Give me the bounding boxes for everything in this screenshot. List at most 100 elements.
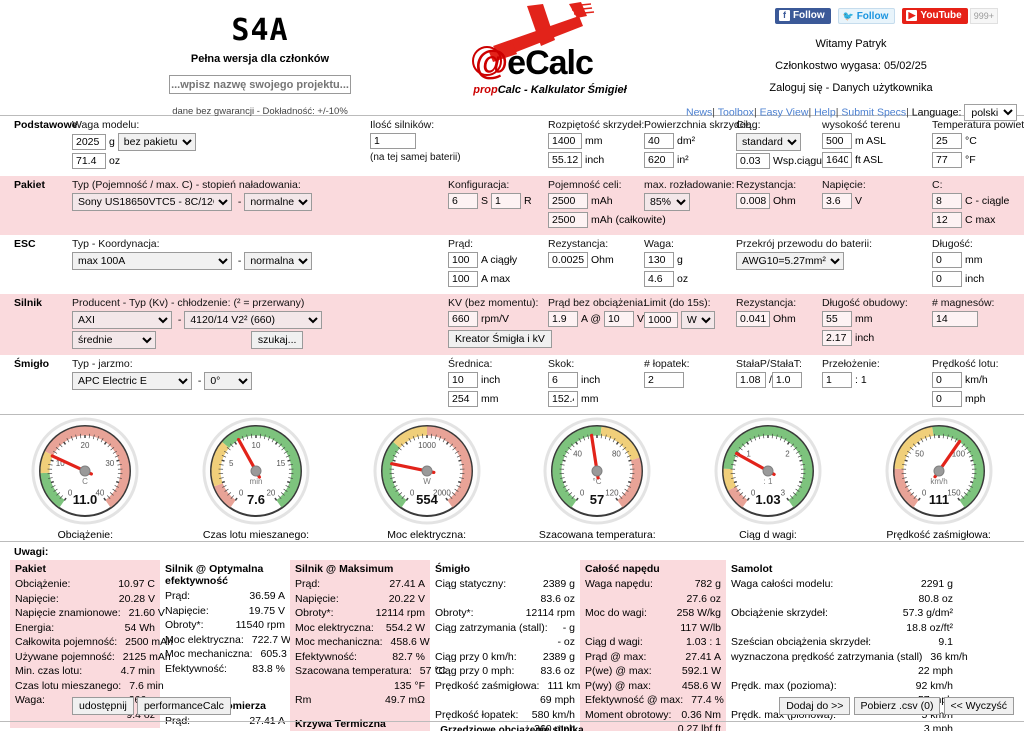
gauge-strip: 0 10 20 30 40 C 11.0 Obciążenie: 0 5 10 15 20 min 7.6 C… xyxy=(0,414,1024,542)
cell-cell-capacity: Pojemność celi: mAh mAh (całkowite) xyxy=(544,176,666,235)
prop-diameter-in-input[interactable] xyxy=(448,372,478,389)
cell-esc-weight: Waga: g oz xyxy=(640,235,732,294)
motor-poles-input[interactable] xyxy=(932,311,978,328)
results-drive-panel: Całość napędu Waga napędu: 782 g 27.6 oz Mo… xyxy=(580,560,726,731)
result-value: 9.1 xyxy=(938,636,953,648)
battery-wire-select[interactable]: AWG10=5.27mm² xyxy=(736,252,844,270)
motor-resistance-input[interactable] xyxy=(736,311,770,328)
wing-area-in-input[interactable] xyxy=(644,152,674,169)
row-motor: Silnik Producent - Typ (Kv) - chłodzenie… xyxy=(0,294,1024,355)
clear-button[interactable]: << Wyczyść xyxy=(943,697,1014,715)
nav-easy-view[interactable]: Easy View xyxy=(759,106,809,119)
model-weight-g-input[interactable] xyxy=(72,134,106,150)
motor-case-mm-input[interactable] xyxy=(822,311,852,328)
elevation-ft-input[interactable] xyxy=(822,152,852,169)
motor-count-input[interactable] xyxy=(370,133,416,150)
battery-resistance-input[interactable] xyxy=(736,193,770,210)
youtube-subscriber-count: 999+ xyxy=(969,8,998,24)
battery-charge-select[interactable]: normalne xyxy=(244,193,313,211)
battery-parallel-input[interactable] xyxy=(490,193,521,210)
prop-const-p-input[interactable] xyxy=(736,372,766,389)
drag-type-select[interactable]: standard xyxy=(736,133,801,151)
gauge-dial-thrust-weight: 0 1 2 3: 1 1.03 xyxy=(693,417,843,528)
result-row: Obroty*: 11540 rpm xyxy=(165,618,285,633)
battery-c-max-input[interactable] xyxy=(932,212,962,229)
model-weight-oz-input[interactable] xyxy=(72,153,106,170)
esc-resistance-input[interactable] xyxy=(548,252,588,269)
language-select[interactable]: polski xyxy=(964,104,1018,121)
twitter-follow-button[interactable]: 🐦 Follow xyxy=(837,8,896,24)
plane-panel-title: Samolot xyxy=(731,563,773,575)
nav-news[interactable]: News xyxy=(686,106,713,119)
nav-toolbox[interactable]: Toolbox xyxy=(717,106,754,119)
motor-search-button[interactable]: szukaj... xyxy=(250,331,304,349)
prop-pitch-in-input[interactable] xyxy=(548,372,578,389)
battery-wire-mm-input[interactable] xyxy=(932,252,962,269)
motor-noload-label: Prąd bez obciążenia: xyxy=(548,297,647,309)
result-row: Całkowita pojemność: 2500 mAh xyxy=(15,635,173,650)
motor-noload-current-input[interactable] xyxy=(548,311,578,328)
motor-noload-voltage-input[interactable] xyxy=(603,311,634,328)
battery-series-input[interactable] xyxy=(448,193,478,210)
motor-case-in-input[interactable] xyxy=(822,330,852,347)
result-value: - oz xyxy=(557,636,575,648)
battery-wire-in-input[interactable] xyxy=(932,271,962,288)
project-name-input[interactable] xyxy=(169,75,351,94)
result-key: Obciążenie: xyxy=(15,578,71,590)
download-csv-button[interactable]: Pobierz .csv (0) xyxy=(853,697,941,715)
motor-cooling-select[interactable]: średnie xyxy=(72,331,156,349)
air-temp-f-input[interactable] xyxy=(932,152,962,169)
battery-c-cont-input[interactable] xyxy=(932,193,962,210)
svg-text:30: 30 xyxy=(106,459,115,468)
add-to-button[interactable]: Dodaj do >> xyxy=(779,697,851,715)
wingspan-inch-input[interactable] xyxy=(548,152,582,169)
motor-limit-unit-select[interactable]: W xyxy=(680,311,715,329)
wingspan-mm-input[interactable] xyxy=(548,133,582,150)
cell-model-weight: Waga modelu: g bez pakietu oz xyxy=(68,116,366,176)
flight-speed-mph-input[interactable] xyxy=(932,391,962,408)
motor-limit-input[interactable] xyxy=(644,312,678,328)
prop-type-select[interactable]: APC Electric E xyxy=(72,372,192,390)
wing-area-label: Powierzchnia skrzydeł: xyxy=(644,119,751,131)
youtube-button[interactable]: ▶ YouTube xyxy=(902,8,968,24)
gear-ratio-label: Przełożenie: xyxy=(822,358,880,370)
pack-included-select[interactable]: bez pakietu xyxy=(117,133,196,151)
wing-area-dm-input[interactable] xyxy=(644,133,674,150)
battery-type-select[interactable]: Sony US18650VTC5 - 8C/12C xyxy=(72,193,232,211)
prop-pitch-mm-input[interactable] xyxy=(548,391,578,408)
login-link[interactable]: Zaloguj się - Danych użytkownika xyxy=(769,82,933,94)
prop-kv-wizard-button[interactable]: Kreator Śmigła i kV xyxy=(448,330,552,348)
performance-calc-button[interactable]: performanceCalc xyxy=(136,697,231,715)
drag-coef-input[interactable] xyxy=(736,153,770,170)
esc-current-cont-input[interactable] xyxy=(448,252,478,269)
result-key: Prędkość łopatek: xyxy=(435,708,519,721)
battery-voltage-input[interactable] xyxy=(822,193,852,210)
esc-type-select[interactable]: max 100A xyxy=(72,252,232,270)
esc-weight-g-input[interactable] xyxy=(644,252,674,269)
motor-brand-select[interactable]: AXI xyxy=(72,311,172,329)
max-discharge-select[interactable]: 85% xyxy=(644,193,690,211)
share-button[interactable]: udostępnij xyxy=(72,697,134,715)
motor-model-select[interactable]: 4120/14 V2² (660) xyxy=(184,311,323,329)
flight-speed-kmh-input[interactable] xyxy=(932,372,962,389)
prop-diameter-mm-input[interactable] xyxy=(448,391,478,408)
nav-help[interactable]: Help xyxy=(814,106,836,119)
result-key: Min. czas lotu: xyxy=(15,665,83,677)
gear-ratio-input[interactable] xyxy=(822,372,852,389)
cell-capacity-input[interactable] xyxy=(548,193,588,210)
total-capacity-input[interactable] xyxy=(548,212,588,229)
motor-kv-input[interactable] xyxy=(448,311,478,328)
esc-current-max-input[interactable] xyxy=(448,271,478,288)
battery-resistance-label: Rezystancja: xyxy=(736,179,797,191)
facebook-follow-button[interactable]: f Follow xyxy=(774,8,831,24)
svg-text:0: 0 xyxy=(751,488,756,497)
result-key: Używane pojemność: xyxy=(15,650,115,663)
esc-weight-oz-input[interactable] xyxy=(644,271,674,288)
esc-coordination-select[interactable]: normalna xyxy=(244,252,313,270)
prop-const-t-input[interactable] xyxy=(771,372,802,389)
prop-blades-input[interactable] xyxy=(644,372,684,389)
prop-yoke-select[interactable]: 0° xyxy=(204,372,253,390)
air-temp-c-input[interactable] xyxy=(932,133,962,150)
elevation-m-input[interactable] xyxy=(822,133,852,150)
nav-submit-specs[interactable]: Submit Specs xyxy=(841,106,907,119)
